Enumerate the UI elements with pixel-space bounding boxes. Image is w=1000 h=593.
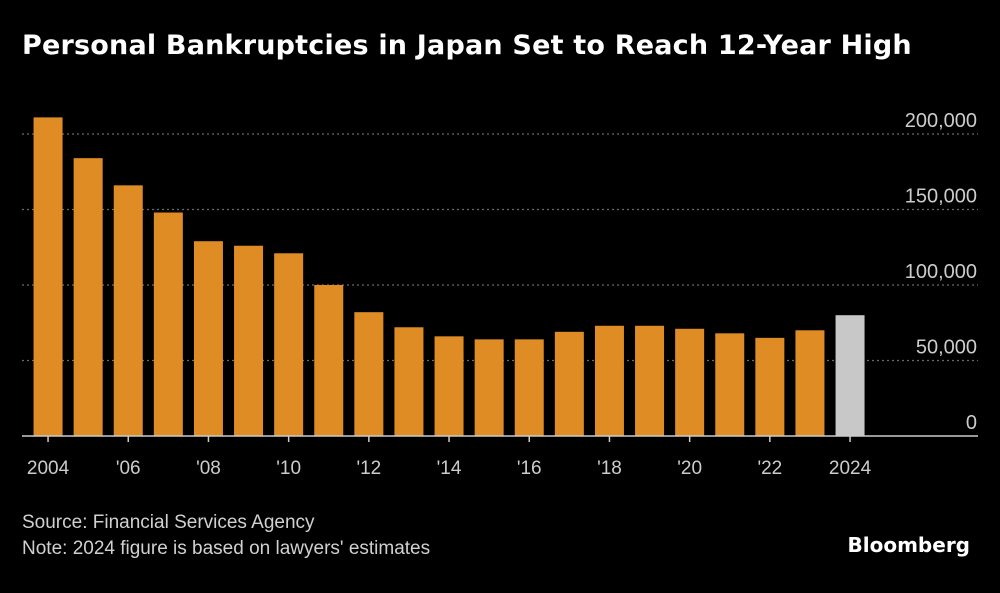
- bar-2011: [314, 285, 344, 436]
- bar-2018: [594, 325, 624, 436]
- bar-2007: [153, 212, 183, 436]
- y-tick-label: 200,000: [905, 110, 977, 132]
- x-tick-label: '18: [597, 458, 622, 479]
- bar-2017: [554, 331, 584, 436]
- x-tick-label: '08: [196, 458, 221, 479]
- x-tick-label: '06: [116, 458, 141, 479]
- y-tick-label: 150,000: [905, 186, 977, 208]
- bar-2009: [234, 245, 264, 436]
- bar-2013: [394, 327, 424, 436]
- bar-2024: [835, 315, 865, 436]
- bloomberg-logo: Bloomberg: [847, 533, 970, 557]
- y-tick-label: 100,000: [905, 261, 977, 283]
- y-tick-label: 0: [966, 412, 977, 434]
- bar-2015: [474, 339, 504, 436]
- x-tick-label: '12: [356, 458, 381, 479]
- bar-2004: [33, 117, 63, 436]
- y-tick-label: 50,000: [916, 337, 977, 359]
- bar-2008: [193, 241, 223, 436]
- chart-footer: Source: Financial Services Agency Note: …: [22, 510, 430, 562]
- x-tick-label: '20: [677, 458, 702, 479]
- bar-2019: [635, 325, 665, 436]
- bar-2012: [354, 312, 384, 436]
- x-tick-label: '10: [276, 458, 301, 479]
- bar-2006: [113, 185, 143, 436]
- bar-2023: [795, 330, 825, 436]
- source-note: Source: Financial Services Agency: [22, 512, 315, 533]
- x-tick-label: '14: [437, 458, 462, 479]
- x-tick-label: '22: [757, 458, 782, 479]
- estimate-note: Note: 2024 figure is based on lawyers' e…: [22, 538, 431, 559]
- bar-2016: [514, 339, 544, 436]
- bar-2022: [755, 337, 785, 436]
- bar-2020: [675, 328, 705, 436]
- bar-2014: [434, 336, 464, 436]
- bar-2005: [73, 158, 103, 436]
- x-tick-label: 2024: [829, 458, 872, 479]
- x-tick-label: 2004: [27, 458, 70, 479]
- chart-title: Personal Bankruptcies in Japan Set to Re…: [22, 30, 912, 61]
- x-tick-label: '16: [517, 458, 542, 479]
- bar-2021: [715, 333, 745, 436]
- bar-2010: [274, 253, 304, 436]
